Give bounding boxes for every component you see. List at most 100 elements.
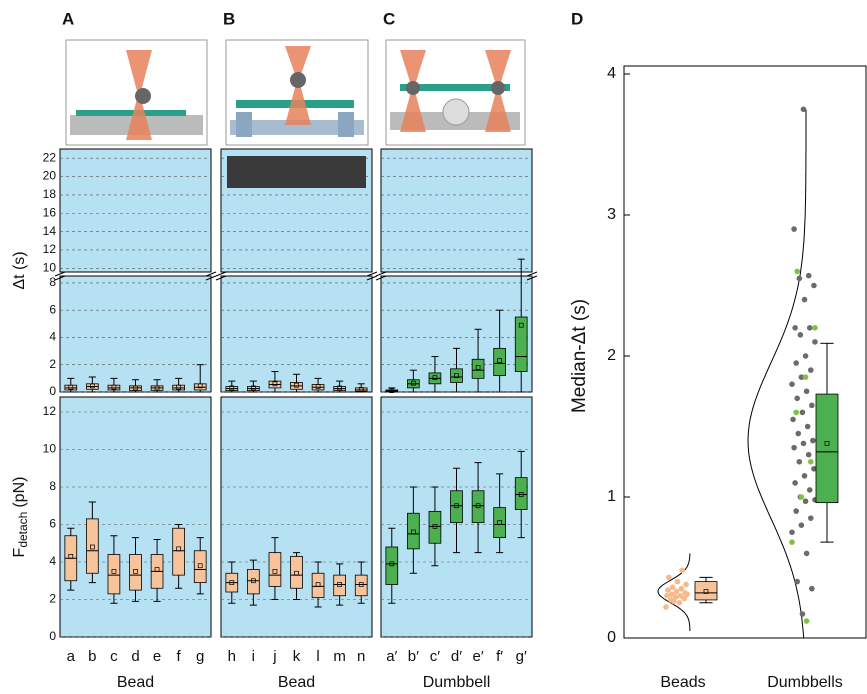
mean xyxy=(497,520,502,525)
box xyxy=(450,368,463,383)
mean xyxy=(337,385,342,391)
mean xyxy=(197,383,203,389)
mean xyxy=(111,384,117,390)
mean xyxy=(133,569,138,574)
mean xyxy=(251,385,256,391)
point xyxy=(673,588,680,595)
mean xyxy=(315,384,321,389)
plot-frame xyxy=(623,65,867,639)
box xyxy=(815,393,839,504)
point xyxy=(789,529,795,536)
point xyxy=(798,522,805,528)
box xyxy=(514,477,528,510)
mean xyxy=(176,384,181,390)
point xyxy=(804,423,811,430)
y-tick-label: 20 xyxy=(43,169,57,183)
point xyxy=(665,587,671,593)
y-axis-label: Fdetach (pN) xyxy=(11,477,30,558)
x-tick-label: e xyxy=(153,648,161,665)
x-tick-label: n xyxy=(357,648,365,665)
point xyxy=(793,409,799,416)
mean xyxy=(229,385,235,391)
x-tick-label: m xyxy=(333,648,346,665)
point xyxy=(683,581,689,588)
point xyxy=(790,416,796,423)
point xyxy=(800,440,807,447)
x-tick-label: Dumbbells xyxy=(767,674,843,691)
y-axis-label-main: F xyxy=(11,547,28,557)
y-tick-label: 16 xyxy=(43,205,57,219)
y-tick-label: 14 xyxy=(43,224,57,238)
point xyxy=(794,578,801,585)
panel-label: B xyxy=(223,9,235,28)
axis-break xyxy=(215,271,227,281)
y-tick-label: 4 xyxy=(49,554,56,568)
plot-area xyxy=(59,275,212,393)
point xyxy=(812,325,818,331)
point xyxy=(800,106,807,113)
y-axis-label: Δt (s) xyxy=(11,251,28,289)
x-tick-label: j xyxy=(272,648,276,665)
point xyxy=(801,296,808,303)
point xyxy=(802,498,809,505)
mean xyxy=(454,373,459,378)
mean xyxy=(111,569,117,574)
x-tick-label: i xyxy=(252,648,255,665)
mean xyxy=(389,561,395,567)
axis-break xyxy=(366,271,378,281)
y-axis-label: Median-Δt (s) xyxy=(569,299,590,413)
x-tick-label: k xyxy=(293,648,301,665)
box xyxy=(471,490,485,524)
point xyxy=(676,599,683,606)
point xyxy=(663,604,669,610)
point xyxy=(674,578,681,585)
mean xyxy=(475,503,481,509)
fit-curve xyxy=(747,109,807,639)
y-tick-label: 1 xyxy=(607,488,616,505)
point xyxy=(803,618,810,624)
box xyxy=(86,518,99,574)
mean xyxy=(294,382,299,388)
point xyxy=(806,325,813,331)
mean xyxy=(315,582,321,587)
mean xyxy=(358,386,364,392)
box xyxy=(694,581,718,601)
y-tick-label: 3 xyxy=(607,206,616,223)
point xyxy=(669,584,676,591)
x-tick-label: b′ xyxy=(408,648,419,665)
y-tick-label: 18 xyxy=(43,187,57,201)
y-tick-label: 8 xyxy=(49,479,56,493)
x-axis-label: Bead xyxy=(278,674,315,691)
box xyxy=(247,569,260,595)
point xyxy=(670,598,677,605)
y-axis-label-sub: detach xyxy=(16,512,30,548)
point xyxy=(797,332,804,338)
y-tick-label: 0 xyxy=(49,629,56,643)
mean xyxy=(294,570,299,576)
point xyxy=(684,591,690,598)
panel-label: D xyxy=(571,9,583,28)
panel-label: A xyxy=(62,9,74,28)
box xyxy=(407,512,420,550)
point xyxy=(792,480,798,486)
box xyxy=(514,316,528,372)
point xyxy=(806,487,813,493)
x-tick-label: f′ xyxy=(496,648,503,665)
axis-break xyxy=(526,271,538,281)
point xyxy=(812,339,818,345)
panel-label: C xyxy=(383,9,395,28)
x-tick-label: g xyxy=(196,648,204,665)
mean xyxy=(475,365,481,370)
point xyxy=(805,272,812,279)
mean xyxy=(154,385,160,391)
x-axis-label: Dumbbell xyxy=(423,674,491,691)
box xyxy=(193,550,207,584)
plot-area xyxy=(220,396,373,638)
mean xyxy=(68,384,74,390)
x-axis-label: Bead xyxy=(117,674,154,691)
point xyxy=(794,395,801,402)
point xyxy=(796,275,803,282)
mean xyxy=(90,383,95,389)
point xyxy=(793,360,799,366)
mean xyxy=(389,388,395,393)
